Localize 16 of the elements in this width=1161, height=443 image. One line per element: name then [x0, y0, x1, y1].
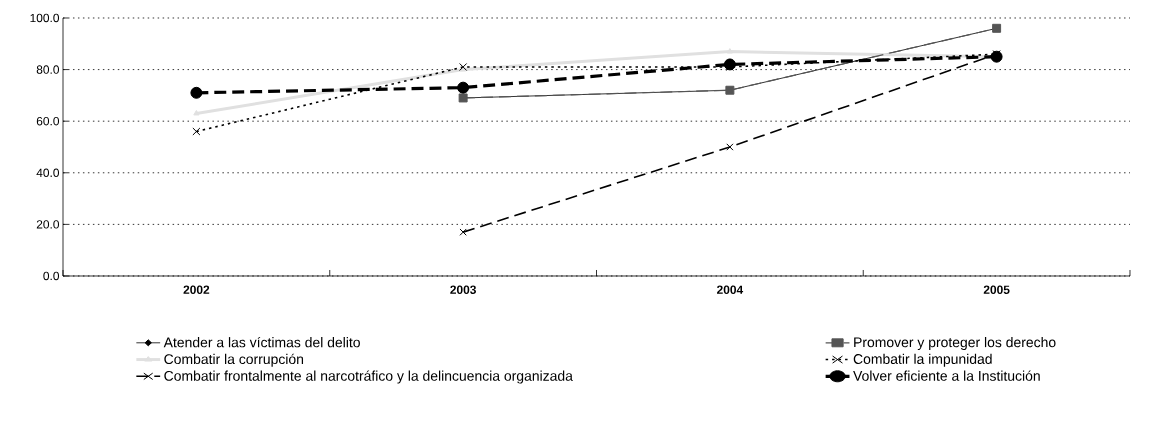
legend-label: Volver eficiente a la Institución [853, 370, 1040, 381]
y-tick-label: 20.0 [36, 220, 60, 229]
y-tick-label: 40.0 [36, 168, 60, 178]
x-tick-label: 2005 [983, 285, 1010, 294]
legend-label: Combatir la impunidad [853, 353, 992, 367]
legend-label: Promover y proteger los derecho [854, 337, 1056, 351]
x-tick-label: 2003 [450, 285, 476, 294]
legend-label: Combatir la corrupción [164, 353, 304, 367]
y-tick-label: 80.0 [36, 65, 60, 74]
y-tick-label: 100.0 [30, 13, 60, 23]
y-tick-label: 60.0 [36, 116, 60, 126]
y-tick-label: 0.0 [43, 271, 60, 281]
legend-label: Combatir frontalmente al narcotráfico y la delincuencia organizada [164, 370, 573, 384]
x-tick-label: 2002 [183, 285, 210, 294]
legend-label: Atender a las víctimas del delito [163, 336, 360, 348]
x-tick-label: 2004 [717, 285, 744, 294]
